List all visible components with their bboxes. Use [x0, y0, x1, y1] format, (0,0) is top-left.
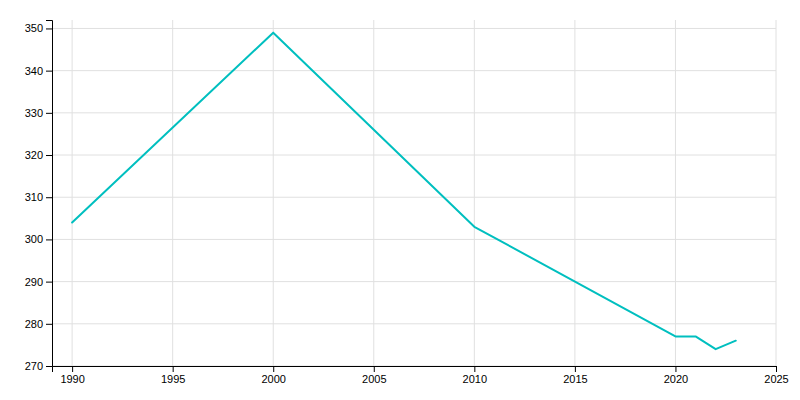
grid-line-x — [373, 20, 374, 366]
x-tick-label: 2005 — [362, 373, 386, 385]
grid-line-x — [675, 20, 676, 366]
grid-line-x — [72, 20, 73, 366]
y-tick-label: 310 — [25, 191, 43, 203]
x-tick: 2015 — [563, 366, 587, 385]
x-tick: 2005 — [362, 366, 386, 385]
grid-line-x — [474, 20, 475, 366]
y-tick: 290 — [25, 276, 52, 288]
x-tick: 2025 — [764, 366, 788, 385]
x-tick-mark — [173, 366, 174, 372]
x-tick: 2000 — [261, 366, 285, 385]
y-axis-line — [46, 21, 53, 367]
y-tick-mark — [46, 366, 52, 367]
grid-line-y — [52, 239, 776, 240]
x-tick-label: 2015 — [563, 373, 587, 385]
x-axis: 1990 1995 2000 2005 2010 2015 2020 2025 — [53, 366, 789, 385]
x-tick: 2010 — [463, 366, 487, 385]
y-tick-label: 320 — [25, 149, 43, 161]
x-tick-mark — [575, 366, 576, 372]
x-tick-mark — [776, 366, 777, 372]
plot: 1990 1995 2000 2005 2010 2015 2020 2025 270 280 29… — [25, 20, 789, 385]
y-tick-label: 300 — [25, 233, 43, 245]
x-tick-mark — [374, 366, 375, 372]
y-tick-label: 270 — [25, 360, 43, 372]
x-tick-label: 1990 — [60, 373, 84, 385]
x-tick-mark — [675, 366, 676, 372]
grid-line-y — [52, 281, 776, 282]
y-tick-label: 280 — [25, 318, 43, 330]
y-tick: 320 — [25, 149, 52, 161]
grid — [52, 20, 776, 366]
y-tick: 300 — [25, 233, 52, 245]
x-tick-label: 2020 — [664, 373, 688, 385]
y-tick: 330 — [25, 107, 52, 119]
marks — [72, 33, 736, 349]
x-tick-mark — [273, 366, 274, 372]
x-tick-label: 2025 — [764, 373, 788, 385]
grid-line-y — [52, 197, 776, 198]
x-tick-mark — [72, 366, 73, 372]
x-tick-mark — [474, 366, 475, 372]
y-tick-mark — [46, 324, 52, 325]
x-tick-label: 2010 — [463, 373, 487, 385]
y-tick: 340 — [25, 65, 52, 77]
grid-line-y — [52, 28, 776, 29]
grid-line-x — [273, 20, 274, 366]
x-tick: 1990 — [60, 366, 84, 385]
grid-line-y — [52, 323, 776, 324]
line — [72, 33, 736, 349]
y-tick-mark — [46, 239, 52, 240]
y-tick-mark — [46, 155, 52, 156]
x-tick-label: 1995 — [161, 373, 185, 385]
grid-line-y — [52, 70, 776, 71]
y-tick: 310 — [25, 191, 52, 203]
y-tick-label: 350 — [25, 22, 43, 34]
grid-line-x — [776, 20, 777, 366]
grid-line-x — [172, 20, 173, 366]
y-tick: 280 — [25, 318, 52, 330]
y-tick-mark — [46, 71, 52, 72]
y-tick: 270 — [25, 360, 52, 372]
x-tick: 2020 — [664, 366, 688, 385]
y-tick-label: 330 — [25, 107, 43, 119]
y-tick-mark — [46, 197, 52, 198]
chart: 1990 1995 2000 2005 2010 2015 2020 2025 270 280 29… — [0, 0, 800, 400]
grid-line-y — [52, 155, 776, 156]
x-tick-label: 2000 — [261, 373, 285, 385]
grid-line-y — [52, 112, 776, 113]
y-tick-mark — [46, 282, 52, 283]
y-tick-mark — [46, 28, 52, 29]
y-tick-label: 340 — [25, 65, 43, 77]
y-tick-mark — [46, 113, 52, 114]
y-tick: 350 — [25, 22, 52, 34]
x-tick: 1995 — [161, 366, 185, 385]
x-axis-line — [53, 367, 777, 373]
y-tick-label: 290 — [25, 276, 43, 288]
grid-line-x — [574, 20, 575, 366]
y-axis: 270 280 290 300 310 320 330 340 350 — [25, 21, 53, 373]
